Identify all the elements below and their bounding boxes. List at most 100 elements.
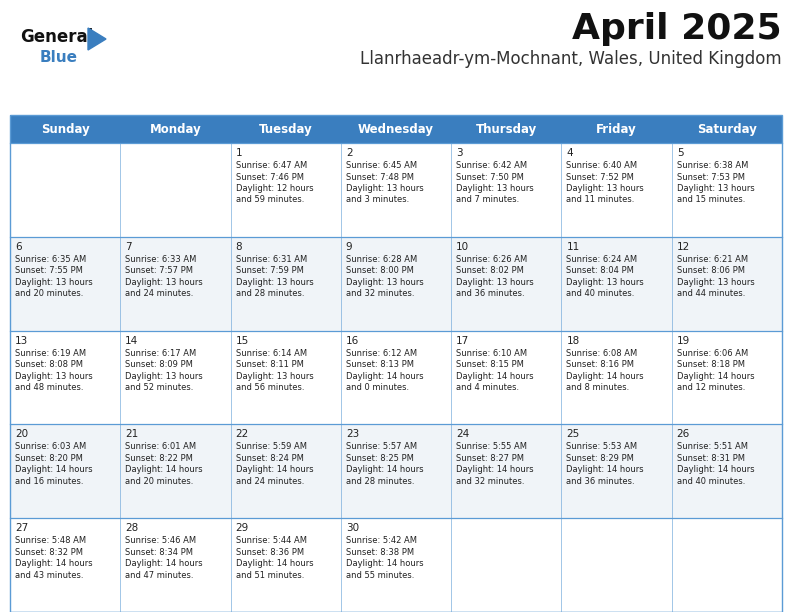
Text: Sunset: 8:29 PM: Sunset: 8:29 PM [566,454,634,463]
Text: 24: 24 [456,430,470,439]
Text: Sunset: 8:27 PM: Sunset: 8:27 PM [456,454,524,463]
Text: and 28 minutes.: and 28 minutes. [235,289,304,298]
Text: and 11 minutes.: and 11 minutes. [566,195,635,204]
Text: Daylight: 14 hours: Daylight: 14 hours [566,371,644,381]
Text: 25: 25 [566,430,580,439]
Text: Sunset: 8:32 PM: Sunset: 8:32 PM [15,548,83,557]
Bar [10,115,782,612]
Text: 15: 15 [235,335,249,346]
Text: and 28 minutes.: and 28 minutes. [346,477,414,486]
Text: and 59 minutes.: and 59 minutes. [235,195,304,204]
Text: Sunset: 8:04 PM: Sunset: 8:04 PM [566,266,634,275]
Text: and 55 minutes.: and 55 minutes. [346,571,414,580]
Text: Daylight: 12 hours: Daylight: 12 hours [235,184,313,193]
Text: Sunrise: 6:21 AM: Sunrise: 6:21 AM [676,255,748,264]
Text: 20: 20 [15,430,29,439]
Text: Sunset: 8:00 PM: Sunset: 8:00 PM [346,266,413,275]
Bar [10,518,782,612]
Text: Sunrise: 6:35 AM: Sunrise: 6:35 AM [15,255,86,264]
Text: 23: 23 [346,430,359,439]
Text: Daylight: 13 hours: Daylight: 13 hours [566,184,644,193]
Text: 12: 12 [676,242,690,252]
Text: 22: 22 [235,430,249,439]
Text: Daylight: 14 hours: Daylight: 14 hours [235,559,313,568]
Text: Sunrise: 6:08 AM: Sunrise: 6:08 AM [566,349,638,357]
Text: Tuesday: Tuesday [259,122,313,135]
Text: 29: 29 [235,523,249,533]
Text: Sunset: 7:57 PM: Sunset: 7:57 PM [125,266,193,275]
Text: Sunset: 8:09 PM: Sunset: 8:09 PM [125,360,193,369]
Text: and 32 minutes.: and 32 minutes. [456,477,524,486]
Bar [10,143,782,237]
Text: and 36 minutes.: and 36 minutes. [456,289,525,298]
Text: Sunrise: 6:10 AM: Sunrise: 6:10 AM [456,349,527,357]
Text: Sunset: 8:11 PM: Sunset: 8:11 PM [235,360,303,369]
Text: Daylight: 13 hours: Daylight: 13 hours [125,371,203,381]
Text: Daylight: 13 hours: Daylight: 13 hours [125,278,203,287]
Text: Sunset: 8:02 PM: Sunset: 8:02 PM [456,266,524,275]
Text: and 7 minutes.: and 7 minutes. [456,195,520,204]
Text: Sunset: 7:59 PM: Sunset: 7:59 PM [235,266,303,275]
Text: and 0 minutes.: and 0 minutes. [346,383,409,392]
Text: Sunrise: 5:51 AM: Sunrise: 5:51 AM [676,442,748,452]
Text: 3: 3 [456,148,463,158]
Text: and 4 minutes.: and 4 minutes. [456,383,520,392]
Text: Daylight: 13 hours: Daylight: 13 hours [566,278,644,287]
Text: Sunset: 8:34 PM: Sunset: 8:34 PM [125,548,193,557]
Text: and 52 minutes.: and 52 minutes. [125,383,194,392]
Text: 16: 16 [346,335,359,346]
Text: Daylight: 13 hours: Daylight: 13 hours [235,371,314,381]
Text: and 48 minutes.: and 48 minutes. [15,383,83,392]
Text: Sunrise: 6:28 AM: Sunrise: 6:28 AM [346,255,417,264]
Text: Sunrise: 5:59 AM: Sunrise: 5:59 AM [235,442,307,452]
Text: Sunrise: 5:42 AM: Sunrise: 5:42 AM [346,536,417,545]
Text: Daylight: 14 hours: Daylight: 14 hours [125,465,203,474]
Text: 28: 28 [125,523,139,533]
Text: 19: 19 [676,335,690,346]
Text: Sunrise: 6:31 AM: Sunrise: 6:31 AM [235,255,307,264]
Text: Sunset: 8:24 PM: Sunset: 8:24 PM [235,454,303,463]
Text: and 36 minutes.: and 36 minutes. [566,477,635,486]
Text: 2: 2 [346,148,352,158]
Text: Sunrise: 6:47 AM: Sunrise: 6:47 AM [235,161,307,170]
Text: Sunset: 8:15 PM: Sunset: 8:15 PM [456,360,524,369]
Text: and 51 minutes.: and 51 minutes. [235,571,304,580]
Text: Sunrise: 6:06 AM: Sunrise: 6:06 AM [676,349,748,357]
Text: Sunset: 8:22 PM: Sunset: 8:22 PM [125,454,193,463]
Text: Daylight: 14 hours: Daylight: 14 hours [346,559,424,568]
Text: Sunrise: 6:14 AM: Sunrise: 6:14 AM [235,349,307,357]
Text: General: General [20,28,93,46]
Text: Sunday: Sunday [40,122,89,135]
Text: Sunset: 8:38 PM: Sunset: 8:38 PM [346,548,414,557]
Text: and 15 minutes.: and 15 minutes. [676,195,745,204]
Text: 18: 18 [566,335,580,346]
Text: Sunset: 8:31 PM: Sunset: 8:31 PM [676,454,744,463]
Text: 14: 14 [125,335,139,346]
Bar [10,424,782,518]
Text: Sunset: 8:08 PM: Sunset: 8:08 PM [15,360,83,369]
Text: Sunrise: 6:38 AM: Sunrise: 6:38 AM [676,161,748,170]
Text: 4: 4 [566,148,573,158]
Text: Blue: Blue [40,50,78,65]
Text: 21: 21 [125,430,139,439]
Text: and 40 minutes.: and 40 minutes. [566,289,635,298]
Text: and 56 minutes.: and 56 minutes. [235,383,304,392]
Text: Daylight: 14 hours: Daylight: 14 hours [235,465,313,474]
Text: and 43 minutes.: and 43 minutes. [15,571,83,580]
Text: Daylight: 14 hours: Daylight: 14 hours [15,465,93,474]
Text: Thursday: Thursday [476,122,537,135]
Text: Sunrise: 6:40 AM: Sunrise: 6:40 AM [566,161,638,170]
Text: Sunset: 7:52 PM: Sunset: 7:52 PM [566,173,634,182]
Text: Sunset: 8:16 PM: Sunset: 8:16 PM [566,360,634,369]
Text: Sunrise: 5:57 AM: Sunrise: 5:57 AM [346,442,417,452]
Text: Sunset: 7:50 PM: Sunset: 7:50 PM [456,173,524,182]
Text: Sunset: 8:18 PM: Sunset: 8:18 PM [676,360,744,369]
Text: 1: 1 [235,148,242,158]
Text: Sunrise: 5:44 AM: Sunrise: 5:44 AM [235,536,307,545]
Text: Daylight: 13 hours: Daylight: 13 hours [676,278,755,287]
Text: Daylight: 13 hours: Daylight: 13 hours [15,371,93,381]
Text: Saturday: Saturday [697,122,757,135]
Text: Llanrhaeadr-ym-Mochnant, Wales, United Kingdom: Llanrhaeadr-ym-Mochnant, Wales, United K… [360,50,782,68]
Text: Daylight: 14 hours: Daylight: 14 hours [566,465,644,474]
Text: 27: 27 [15,523,29,533]
